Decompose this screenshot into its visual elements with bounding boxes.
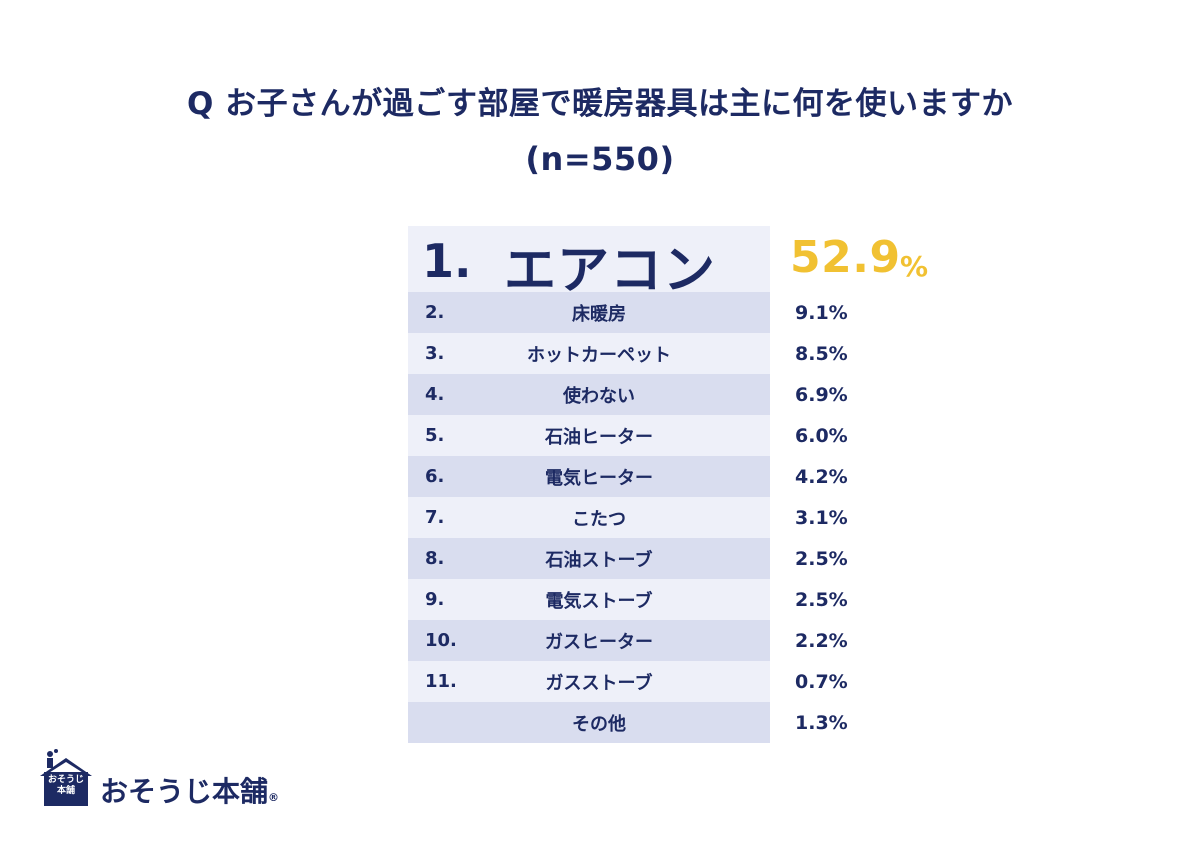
ranking-row: 2. 床暖房 [408,292,770,333]
ranking-row: 11. ガスストーブ [408,661,770,702]
value-top: 52.9 % [790,226,990,292]
ranking-row: 4. 使わない [408,374,770,415]
item-label: 電気ストーブ [545,591,653,612]
value-row: 2.2% [790,620,990,661]
item-label: こたつ [572,509,626,530]
value-row: 2.5% [790,538,990,579]
rank-number: 1. [422,234,472,288]
value-row: 1.3% [790,702,990,743]
house-label: おそうじ 本舗 [44,775,88,797]
ranking-rows: 2. 床暖房 3. ホットカーペット 4. 使わない 5. 石油ヒーター 6. 電気ヒーター 7. こ… [408,292,770,743]
rank-number: 6. [425,466,445,487]
rank-number: 2. [425,302,445,323]
value-row: 6.0% [790,415,990,456]
rank-number: 9. [425,589,445,610]
ranking-row-top: 1. エアコン [408,226,770,301]
ranking-row: 9. 電気ストーブ [408,579,770,620]
rank-number: 8. [425,548,445,569]
item-label: その他 [572,714,626,735]
survey-question-title: Q お子さんが過ごす部屋で暖房器具は主に何を使いますか [187,86,1013,122]
percentage-value: 1.3% [795,712,848,734]
value-row: 6.9% [790,374,990,415]
house-label-line2: 本舗 [56,786,75,796]
percentage-value: 2.5% [795,589,848,611]
value-row: 3.1% [790,497,990,538]
item-label: エアコン [504,241,717,301]
ranking-row: 3. ホットカーペット [408,333,770,374]
ranking-row: 10. ガスヒーター [408,620,770,661]
rank-number: 10. [425,630,457,651]
ranking-row: その他 [408,702,770,743]
rank-number: 4. [425,384,445,405]
house-icon [40,749,92,806]
brand-name-text: おそうじ本舗 [100,775,269,808]
percentage-value: 6.0% [795,425,848,447]
percentage-value: 3.1% [795,507,848,529]
item-label: 石油ヒーター [545,427,653,448]
percentage-column: 52.9 % 9.1% 8.5% 6.9% 6.0% 4.2% 3.1% 2.5% 2.5% 2… [790,226,990,743]
percentage-value: 6.9% [795,384,848,406]
rank-number: 3. [425,343,445,364]
registered-mark: ® [268,791,280,804]
percentage-value: 0.7% [795,671,848,693]
rank-number: 11. [425,671,457,692]
brand-name: おそうじ本舗® [100,770,279,810]
item-label: 石油ストーブ [545,550,653,571]
value-row: 8.5% [790,333,990,374]
house-label-line1: おそうじ [47,775,84,785]
percentage-value: 2.5% [795,548,848,570]
percentage-value: 8.5% [795,343,848,365]
value-row: 9.1% [790,292,990,333]
top-value-unit: % [900,250,929,283]
rank-number: 5. [425,425,445,446]
rank-number: 7. [425,507,445,528]
value-row: 4.2% [790,456,990,497]
item-label: 電気ヒーター [545,468,653,489]
value-row: 0.7% [790,661,990,702]
item-label: 使わない [563,386,635,407]
ranking-row: 6. 電気ヒーター [408,456,770,497]
ranking-row: 8. 石油ストーブ [408,538,770,579]
percentage-value: 2.2% [795,630,848,652]
item-label: ホットカーペット [527,345,671,366]
percentage-value: 4.2% [795,466,848,488]
item-label: ガスストーブ [545,673,653,694]
item-label: ガスヒーター [545,632,653,653]
percentage-value: 9.1% [795,302,848,324]
brand-logo: おそうじ 本舗 おそうじ本舗® [36,748,296,808]
ranking-table: 1. エアコン 2. 床暖房 3. ホットカーペット 4. 使わない 5. 石油ヒーター 6. 電… [408,226,770,743]
item-label: 床暖房 [572,304,626,325]
ranking-row: 5. 石油ヒーター [408,415,770,456]
value-row: 2.5% [790,579,990,620]
sample-size: (n=550) [525,140,675,178]
ranking-row: 7. こたつ [408,497,770,538]
value-rows: 9.1% 8.5% 6.9% 6.0% 4.2% 3.1% 2.5% 2.5% 2.2% 0.7%… [790,292,990,743]
top-value: 52.9 [790,232,901,283]
